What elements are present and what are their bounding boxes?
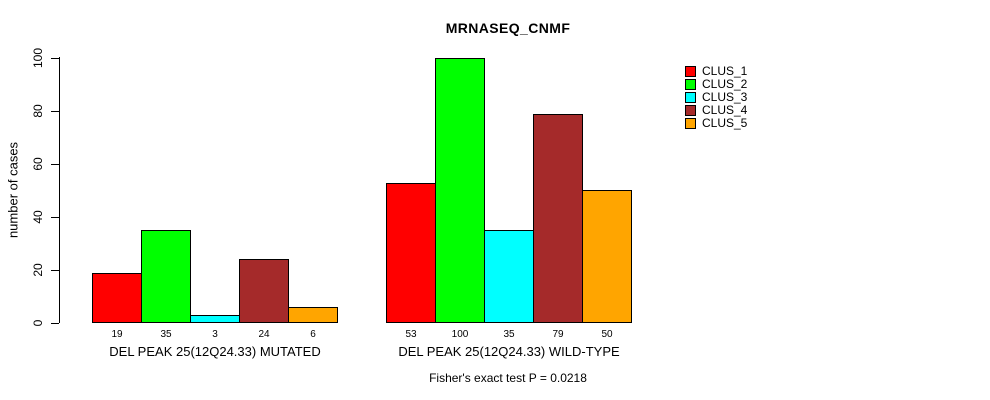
bar-clus_3-group1 <box>484 230 534 323</box>
bar-clus_5-group1 <box>582 190 632 323</box>
group-label: DEL PEAK 25(12Q24.33) WILD-TYPE <box>398 344 620 359</box>
bar-value-label: 79 <box>552 329 564 340</box>
y-tick-mark <box>51 323 59 324</box>
bar-clus_2-group0 <box>141 230 191 323</box>
legend-label: CLUS_1 <box>702 64 748 78</box>
bar-clus_5-group0 <box>288 307 338 323</box>
bar-clus_2-group1 <box>435 58 485 323</box>
bar-value-label: 19 <box>111 329 123 340</box>
legend-swatch-clus_2 <box>685 79 696 90</box>
y-tick-label: 0 <box>31 319 45 327</box>
y-tick-mark <box>51 270 59 271</box>
y-axis-label: number of cases <box>5 141 21 239</box>
legend: CLUS_1 CLUS_2 CLUS_3 CLUS_4 CLUS_5 <box>685 65 747 130</box>
y-tick-label: 60 <box>31 157 45 171</box>
bar-clus_1-group0 <box>92 273 142 323</box>
annotation-text: Fisher's exact test P = 0.0218 <box>429 371 587 385</box>
legend-row: CLUS_3 <box>685 91 747 104</box>
legend-swatch-clus_4 <box>685 105 696 116</box>
bar-value-label: 100 <box>451 329 469 340</box>
y-tick-label: 100 <box>31 47 45 69</box>
legend-row: CLUS_4 <box>685 104 747 117</box>
legend-label: CLUS_4 <box>702 103 748 117</box>
bar-value-label: 35 <box>160 329 172 340</box>
bar-value-label: 6 <box>310 329 316 340</box>
y-tick-mark <box>51 58 59 59</box>
y-tick-label: 80 <box>31 104 45 118</box>
legend-row: CLUS_1 <box>685 65 747 78</box>
bar-value-label: 3 <box>212 329 218 340</box>
y-tick-mark <box>51 111 59 112</box>
legend-row: CLUS_5 <box>685 117 747 130</box>
bar-value-label: 53 <box>405 329 417 340</box>
bar-value-label: 50 <box>601 329 613 340</box>
legend-swatch-clus_5 <box>685 118 696 129</box>
bar-clus_4-group1 <box>533 114 583 323</box>
y-tick-label: 40 <box>31 210 45 224</box>
bar-clus_3-group0 <box>190 315 240 323</box>
legend-label: CLUS_3 <box>702 90 748 104</box>
legend-row: CLUS_2 <box>685 78 747 91</box>
legend-label: CLUS_2 <box>702 77 748 91</box>
y-tick-label: 20 <box>31 263 45 277</box>
y-axis-line <box>59 57 60 323</box>
bar-value-label: 35 <box>503 329 515 340</box>
legend-label: CLUS_5 <box>702 116 748 130</box>
legend-swatch-clus_3 <box>685 92 696 103</box>
y-tick-mark <box>51 164 59 165</box>
group-label: DEL PEAK 25(12Q24.33) MUTATED <box>109 344 321 359</box>
bar-value-label: 24 <box>258 329 270 340</box>
bar-clus_4-group0 <box>239 259 289 323</box>
bar-clus_1-group1 <box>386 183 436 323</box>
y-tick-mark <box>51 217 59 218</box>
chart-title: MRNASEQ_CNMF <box>445 20 571 36</box>
legend-swatch-clus_1 <box>685 66 696 77</box>
